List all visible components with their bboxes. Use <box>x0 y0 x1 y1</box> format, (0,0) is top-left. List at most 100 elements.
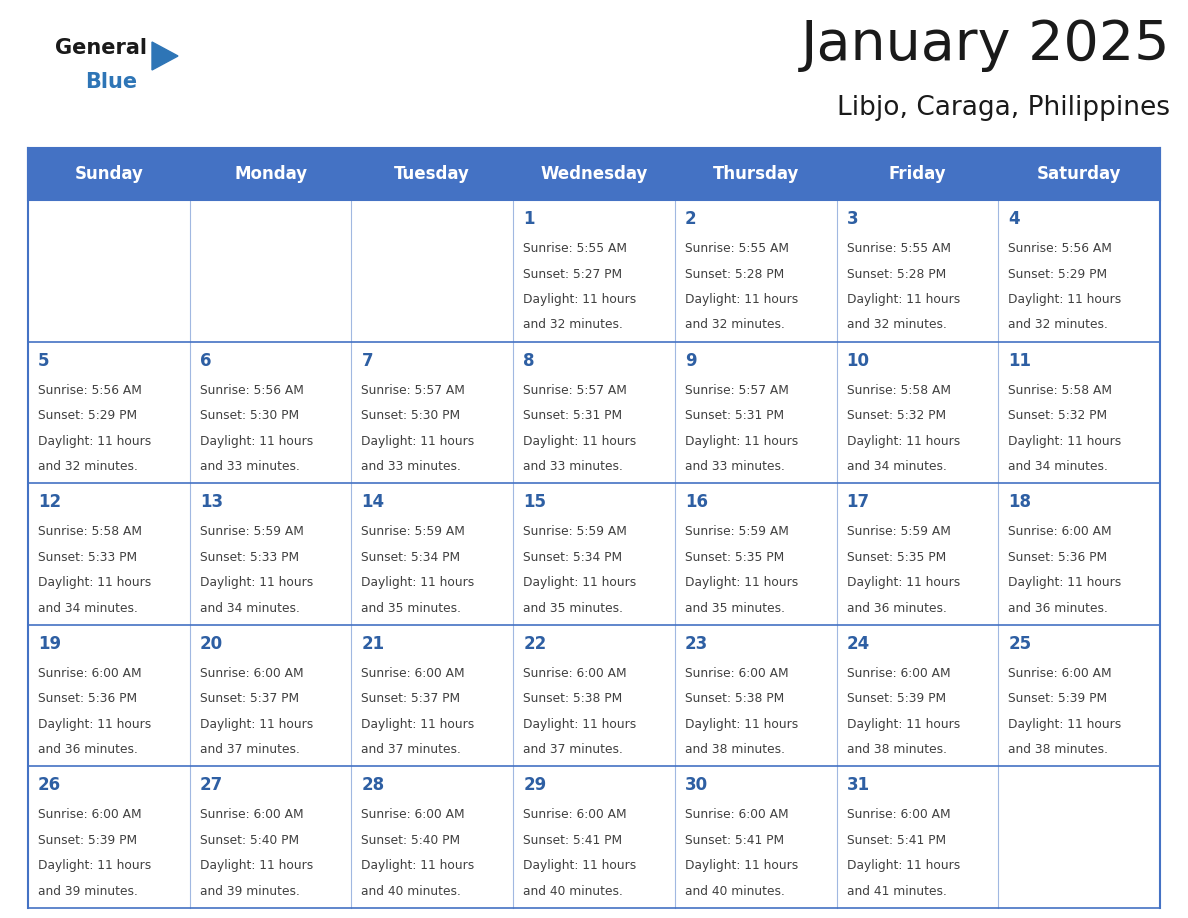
Text: Sunrise: 5:56 AM: Sunrise: 5:56 AM <box>1009 242 1112 255</box>
Bar <box>836 483 998 625</box>
Text: 21: 21 <box>361 635 385 653</box>
Text: Daylight: 11 hours: Daylight: 11 hours <box>1009 434 1121 448</box>
Text: Daylight: 11 hours: Daylight: 11 hours <box>523 859 637 872</box>
Text: and 36 minutes.: and 36 minutes. <box>847 601 947 615</box>
Text: 8: 8 <box>523 352 535 370</box>
Text: 26: 26 <box>38 777 61 794</box>
Text: 24: 24 <box>847 635 870 653</box>
Text: Daylight: 11 hours: Daylight: 11 hours <box>684 434 798 448</box>
Bar <box>190 767 352 908</box>
Text: and 38 minutes.: and 38 minutes. <box>684 744 785 756</box>
Text: Sunset: 5:37 PM: Sunset: 5:37 PM <box>361 692 461 705</box>
Text: and 32 minutes.: and 32 minutes. <box>684 319 785 331</box>
Text: Sunrise: 6:00 AM: Sunrise: 6:00 AM <box>684 666 789 680</box>
Text: 5: 5 <box>38 352 50 370</box>
Text: Daylight: 11 hours: Daylight: 11 hours <box>847 577 960 589</box>
Text: and 32 minutes.: and 32 minutes. <box>523 319 623 331</box>
Text: Sunset: 5:30 PM: Sunset: 5:30 PM <box>200 409 299 422</box>
Bar <box>352 200 513 341</box>
Text: Sunset: 5:34 PM: Sunset: 5:34 PM <box>361 551 461 564</box>
Text: Sunrise: 5:55 AM: Sunrise: 5:55 AM <box>847 242 950 255</box>
Text: Daylight: 11 hours: Daylight: 11 hours <box>200 718 312 731</box>
Text: 18: 18 <box>1009 493 1031 511</box>
Text: Daylight: 11 hours: Daylight: 11 hours <box>1009 718 1121 731</box>
Text: and 35 minutes.: and 35 minutes. <box>684 601 785 615</box>
Bar <box>352 483 513 625</box>
Text: and 36 minutes.: and 36 minutes. <box>1009 601 1108 615</box>
Text: and 34 minutes.: and 34 minutes. <box>38 601 138 615</box>
Bar <box>513 767 675 908</box>
Bar <box>190 200 352 341</box>
Text: 29: 29 <box>523 777 546 794</box>
Text: Sunset: 5:35 PM: Sunset: 5:35 PM <box>847 551 946 564</box>
Bar <box>836 341 998 483</box>
Text: Sunset: 5:32 PM: Sunset: 5:32 PM <box>1009 409 1107 422</box>
Text: Sunrise: 5:57 AM: Sunrise: 5:57 AM <box>361 384 466 397</box>
Text: and 34 minutes.: and 34 minutes. <box>1009 460 1108 473</box>
Text: Sunset: 5:32 PM: Sunset: 5:32 PM <box>847 409 946 422</box>
Bar <box>998 625 1159 767</box>
Text: and 39 minutes.: and 39 minutes. <box>200 885 299 898</box>
Text: Sunset: 5:29 PM: Sunset: 5:29 PM <box>1009 267 1107 281</box>
Text: Daylight: 11 hours: Daylight: 11 hours <box>38 434 151 448</box>
Text: 23: 23 <box>684 635 708 653</box>
Bar <box>29 341 190 483</box>
Text: Sunrise: 5:59 AM: Sunrise: 5:59 AM <box>847 525 950 538</box>
Text: 31: 31 <box>847 777 870 794</box>
Bar <box>513 148 675 200</box>
Text: Daylight: 11 hours: Daylight: 11 hours <box>1009 293 1121 306</box>
Text: 27: 27 <box>200 777 223 794</box>
Text: and 38 minutes.: and 38 minutes. <box>1009 744 1108 756</box>
Text: Sunrise: 5:56 AM: Sunrise: 5:56 AM <box>38 384 141 397</box>
Bar <box>675 625 836 767</box>
Text: Daylight: 11 hours: Daylight: 11 hours <box>847 434 960 448</box>
Text: General: General <box>55 38 147 58</box>
Text: Sunset: 5:31 PM: Sunset: 5:31 PM <box>684 409 784 422</box>
Text: Sunset: 5:39 PM: Sunset: 5:39 PM <box>38 834 137 847</box>
Text: and 32 minutes.: and 32 minutes. <box>847 319 947 331</box>
Text: Sunrise: 5:59 AM: Sunrise: 5:59 AM <box>361 525 466 538</box>
Bar <box>836 148 998 200</box>
Text: Sunrise: 5:57 AM: Sunrise: 5:57 AM <box>523 384 627 397</box>
Text: and 39 minutes.: and 39 minutes. <box>38 885 138 898</box>
Bar <box>352 341 513 483</box>
Text: and 33 minutes.: and 33 minutes. <box>684 460 785 473</box>
Bar <box>998 148 1159 200</box>
Text: Sunrise: 5:59 AM: Sunrise: 5:59 AM <box>684 525 789 538</box>
Text: Daylight: 11 hours: Daylight: 11 hours <box>523 577 637 589</box>
Bar <box>836 200 998 341</box>
Text: 6: 6 <box>200 352 211 370</box>
Text: and 33 minutes.: and 33 minutes. <box>200 460 299 473</box>
Text: 30: 30 <box>684 777 708 794</box>
Text: Sunrise: 6:00 AM: Sunrise: 6:00 AM <box>38 809 141 822</box>
Text: Sunset: 5:35 PM: Sunset: 5:35 PM <box>684 551 784 564</box>
Text: 20: 20 <box>200 635 223 653</box>
Text: Sunset: 5:36 PM: Sunset: 5:36 PM <box>1009 551 1107 564</box>
Text: Daylight: 11 hours: Daylight: 11 hours <box>38 577 151 589</box>
Text: Blue: Blue <box>86 72 137 92</box>
Text: Sunset: 5:28 PM: Sunset: 5:28 PM <box>684 267 784 281</box>
Text: and 37 minutes.: and 37 minutes. <box>361 744 461 756</box>
Text: Sunset: 5:38 PM: Sunset: 5:38 PM <box>684 692 784 705</box>
Text: and 36 minutes.: and 36 minutes. <box>38 744 138 756</box>
Bar <box>675 767 836 908</box>
Text: Daylight: 11 hours: Daylight: 11 hours <box>684 577 798 589</box>
Text: Sunset: 5:36 PM: Sunset: 5:36 PM <box>38 692 137 705</box>
Text: Sunset: 5:29 PM: Sunset: 5:29 PM <box>38 409 137 422</box>
Text: Sunrise: 6:00 AM: Sunrise: 6:00 AM <box>361 809 465 822</box>
Text: Daylight: 11 hours: Daylight: 11 hours <box>38 859 151 872</box>
Text: Sunrise: 6:00 AM: Sunrise: 6:00 AM <box>684 809 789 822</box>
Text: 12: 12 <box>38 493 61 511</box>
Text: 13: 13 <box>200 493 223 511</box>
Bar <box>190 148 352 200</box>
Text: 11: 11 <box>1009 352 1031 370</box>
Bar <box>29 148 190 200</box>
Text: Sunset: 5:38 PM: Sunset: 5:38 PM <box>523 692 623 705</box>
Text: and 33 minutes.: and 33 minutes. <box>361 460 461 473</box>
Text: Daylight: 11 hours: Daylight: 11 hours <box>361 859 475 872</box>
Text: Daylight: 11 hours: Daylight: 11 hours <box>847 859 960 872</box>
Text: January 2025: January 2025 <box>801 18 1170 72</box>
Bar <box>513 341 675 483</box>
Polygon shape <box>152 42 178 70</box>
Text: Daylight: 11 hours: Daylight: 11 hours <box>847 718 960 731</box>
